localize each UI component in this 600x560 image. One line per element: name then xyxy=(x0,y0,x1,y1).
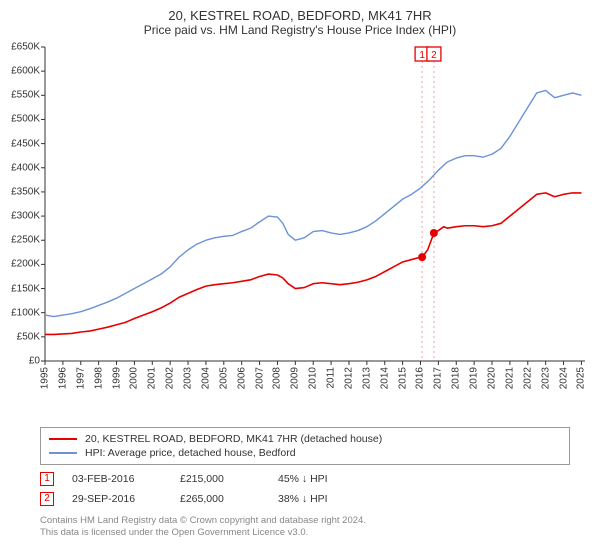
x-tick-label: 2015 xyxy=(397,367,408,389)
chart-area: 12 £0£50K£100K£150K£200K£250K£300K£350K£… xyxy=(0,41,600,421)
sale-marker-icon: 1 xyxy=(40,472,54,486)
x-tick-label: 2024 xyxy=(558,367,569,389)
x-tick-label: 1996 xyxy=(57,367,68,389)
x-tick-label: 2006 xyxy=(236,367,247,389)
legend-box: 20, KESTREL ROAD, BEDFORD, MK41 7HR (det… xyxy=(40,427,570,465)
y-axis-labels: £0 £50K £100K £150K £200K £250K £300K £350K £400… xyxy=(0,41,40,421)
sale-date: 03-FEB-2016 xyxy=(72,473,162,485)
sale-price: £215,000 xyxy=(180,473,260,485)
chart-svg: 12 xyxy=(0,41,600,421)
sales-row: 2 29-SEP-2016 £265,000 38% ↓ HPI xyxy=(40,489,570,509)
svg-text:1: 1 xyxy=(419,50,425,61)
chart-title: 20, KESTREL ROAD, BEDFORD, MK41 7HR xyxy=(0,0,600,23)
legend-label: HPI: Average price, detached house, Bedf… xyxy=(85,447,296,459)
x-tick-label: 2018 xyxy=(451,367,462,389)
x-tick-label: 2002 xyxy=(165,367,176,389)
x-tick-label: 2022 xyxy=(522,367,533,389)
x-tick-label: 2019 xyxy=(469,367,480,389)
x-tick-label: 2007 xyxy=(254,367,265,389)
y-tick-label: £150K xyxy=(0,283,40,294)
footer-attribution: Contains HM Land Registry data © Crown c… xyxy=(40,515,570,540)
y-tick-label: £0 xyxy=(0,356,40,367)
legend-row: 20, KESTREL ROAD, BEDFORD, MK41 7HR (det… xyxy=(49,432,561,446)
x-tick-label: 2012 xyxy=(343,367,354,389)
legend-row: HPI: Average price, detached house, Bedf… xyxy=(49,446,561,460)
y-tick-label: £400K xyxy=(0,162,40,173)
x-tick-label: 2011 xyxy=(326,367,337,389)
x-tick-label: 2020 xyxy=(487,367,498,389)
x-tick-label: 1997 xyxy=(75,367,86,389)
footer-line: This data is licensed under the Open Gov… xyxy=(40,527,570,539)
x-tick-label: 2010 xyxy=(308,367,319,389)
legend-swatch xyxy=(49,438,77,440)
x-tick-label: 2009 xyxy=(290,367,301,389)
x-tick-label: 2003 xyxy=(183,367,194,389)
sale-diff: 38% ↓ HPI xyxy=(278,493,358,505)
legend-label: 20, KESTREL ROAD, BEDFORD, MK41 7HR (det… xyxy=(85,433,382,445)
x-tick-label: 2005 xyxy=(218,367,229,389)
x-tick-label: 2001 xyxy=(147,367,158,389)
y-tick-label: £250K xyxy=(0,235,40,246)
y-tick-label: £100K xyxy=(0,307,40,318)
sale-date: 29-SEP-2016 xyxy=(72,493,162,505)
chart-subtitle: Price paid vs. HM Land Registry's House … xyxy=(0,23,600,41)
x-tick-label: 1998 xyxy=(93,367,104,389)
y-tick-label: £50K xyxy=(0,331,40,342)
x-tick-label: 2014 xyxy=(379,367,390,389)
y-tick-label: £600K xyxy=(0,66,40,77)
sales-row: 1 03-FEB-2016 £215,000 45% ↓ HPI xyxy=(40,469,570,489)
x-tick-label: 1995 xyxy=(40,367,51,389)
x-tick-label: 2013 xyxy=(361,367,372,389)
x-tick-label: 2016 xyxy=(415,367,426,389)
sales-table: 1 03-FEB-2016 £215,000 45% ↓ HPI 2 29-SE… xyxy=(40,469,570,509)
y-tick-label: £500K xyxy=(0,114,40,125)
x-tick-label: 2000 xyxy=(129,367,140,389)
svg-text:2: 2 xyxy=(431,50,437,61)
y-tick-label: £650K xyxy=(0,42,40,53)
sale-marker-icon: 2 xyxy=(40,492,54,506)
x-tick-label: 2025 xyxy=(576,367,587,389)
sale-price: £265,000 xyxy=(180,493,260,505)
x-axis-labels: 1995 1996 1997 1998 1999 2000 2001 2002 2003 2004… xyxy=(0,367,600,421)
y-tick-label: £450K xyxy=(0,138,40,149)
footer-line: Contains HM Land Registry data © Crown c… xyxy=(40,515,570,527)
x-tick-label: 2008 xyxy=(272,367,283,389)
y-tick-label: £300K xyxy=(0,211,40,222)
y-tick-label: £550K xyxy=(0,90,40,101)
x-tick-label: 2023 xyxy=(540,367,551,389)
x-tick-label: 2004 xyxy=(200,367,211,389)
sale-diff: 45% ↓ HPI xyxy=(278,473,358,485)
y-tick-label: £200K xyxy=(0,259,40,270)
y-tick-label: £350K xyxy=(0,186,40,197)
x-tick-label: 1999 xyxy=(111,367,122,389)
legend-swatch xyxy=(49,452,77,454)
x-tick-label: 2021 xyxy=(504,367,515,389)
x-tick-label: 2017 xyxy=(433,367,444,389)
